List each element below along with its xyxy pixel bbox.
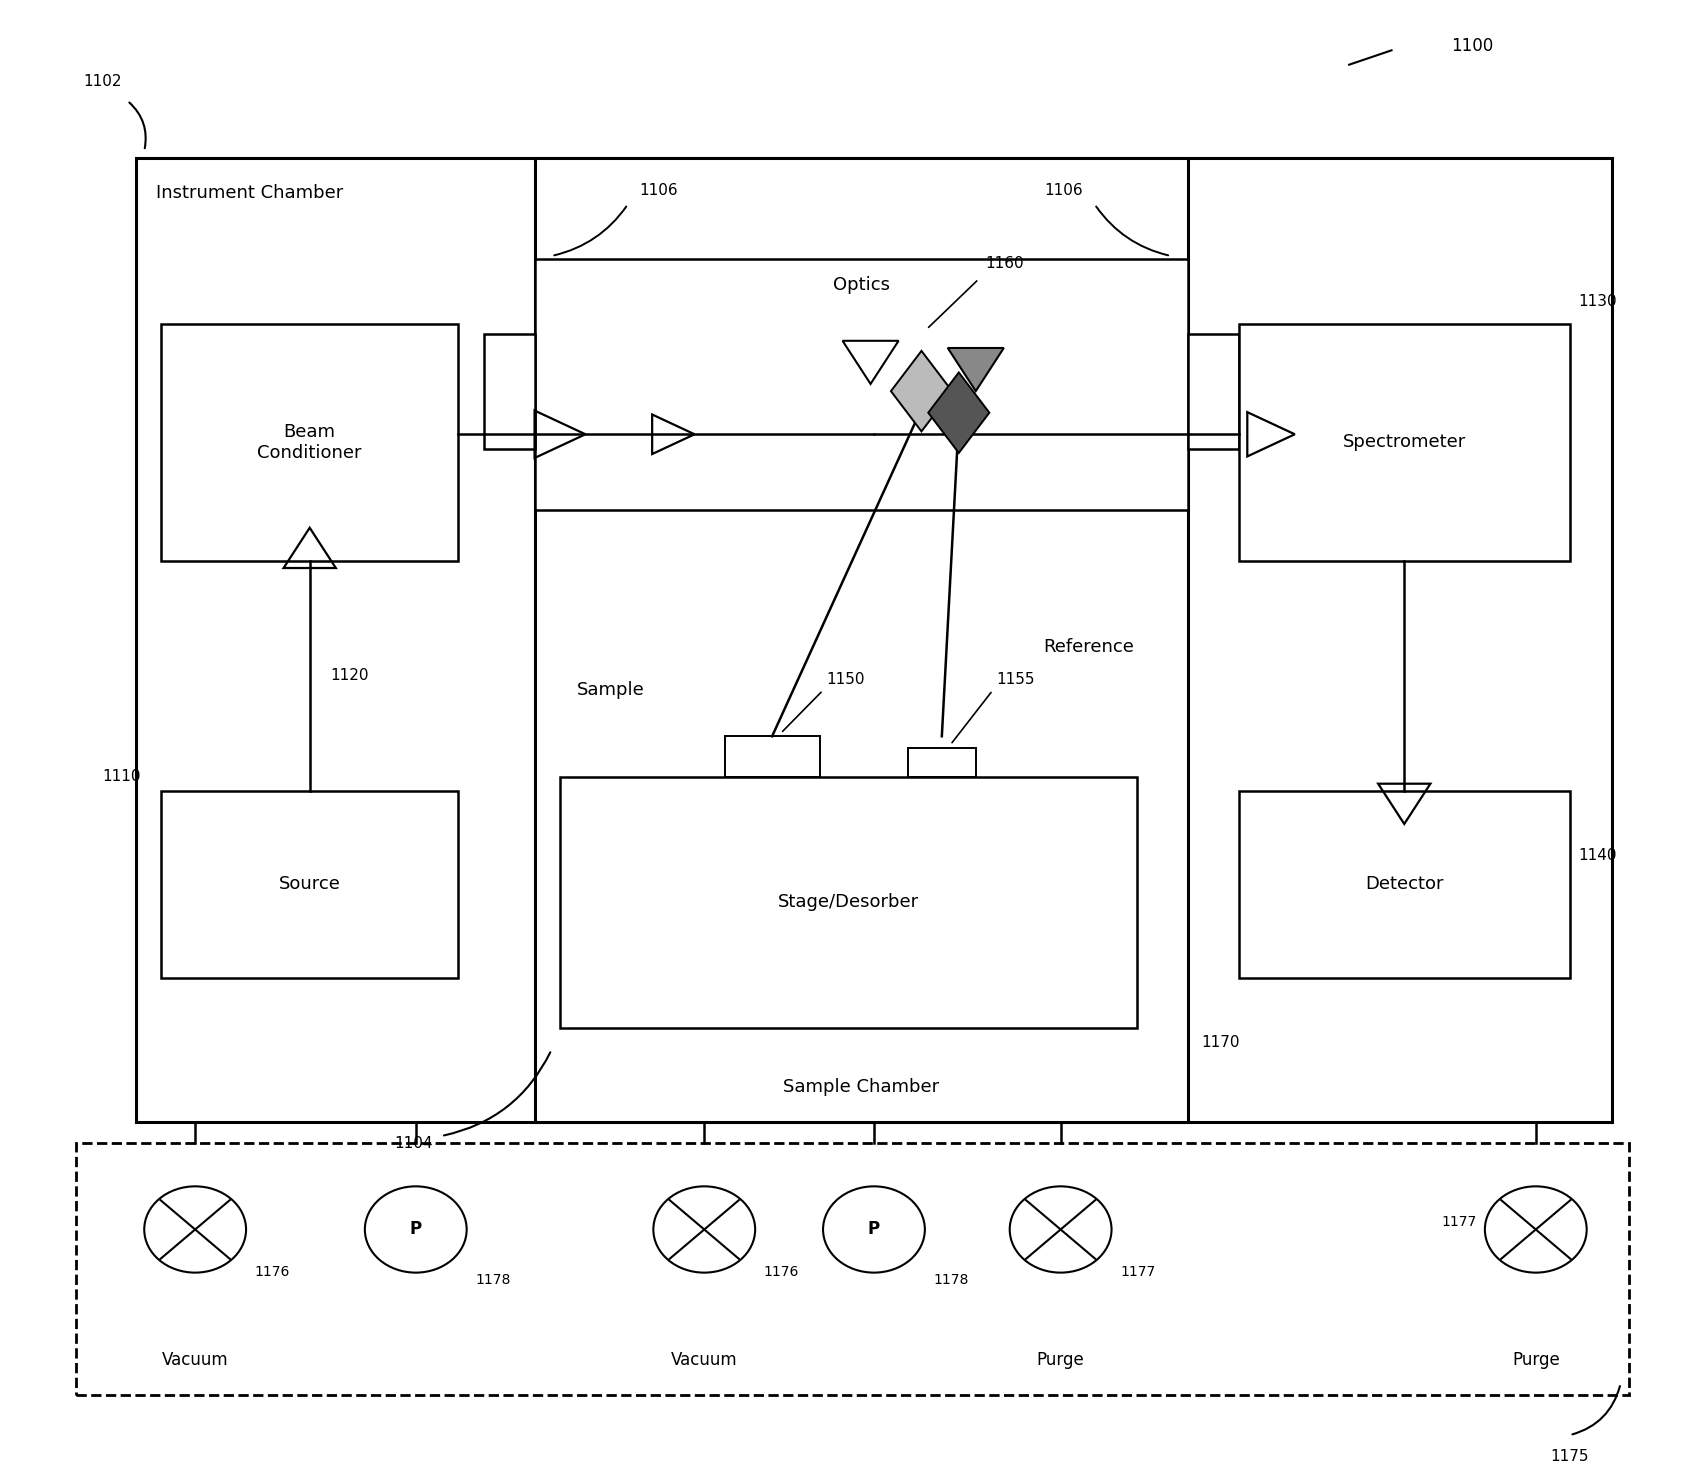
Text: 1110: 1110 (102, 769, 141, 784)
Text: Sample Chamber: Sample Chamber (782, 1077, 940, 1095)
Polygon shape (949, 348, 1005, 392)
Text: 1106: 1106 (640, 183, 679, 199)
Text: Vacuum: Vacuum (161, 1351, 229, 1368)
Text: Reference: Reference (1044, 637, 1135, 656)
Text: Beam
Conditioner: Beam Conditioner (258, 423, 361, 462)
Bar (1239, 323, 1570, 561)
Text: Stage/Desorber: Stage/Desorber (777, 893, 920, 911)
Text: Vacuum: Vacuum (670, 1351, 738, 1368)
Bar (161, 323, 458, 561)
Text: P: P (867, 1221, 881, 1238)
Polygon shape (928, 373, 989, 453)
Text: Spectrometer: Spectrometer (1342, 433, 1466, 452)
Text: 1177: 1177 (1441, 1215, 1476, 1230)
Text: 1178: 1178 (933, 1272, 969, 1287)
Text: Optics: Optics (833, 276, 889, 294)
Bar (161, 791, 458, 978)
Text: 1106: 1106 (1044, 183, 1083, 199)
Text: 1178: 1178 (475, 1272, 511, 1287)
Text: P: P (409, 1221, 423, 1238)
Text: Sample: Sample (577, 681, 645, 699)
Bar (908, 747, 976, 776)
Text: 1170: 1170 (1201, 1035, 1241, 1050)
Text: 1102: 1102 (83, 75, 122, 89)
Bar (76, 1143, 1629, 1395)
Bar (535, 158, 1188, 1121)
Bar (535, 259, 1188, 510)
Bar (484, 333, 535, 449)
Bar (560, 776, 1137, 1028)
Text: 1140: 1140 (1578, 848, 1617, 863)
Text: Instrument Chamber: Instrument Chamber (156, 184, 343, 202)
Text: 1130: 1130 (1578, 294, 1617, 308)
Text: 1120: 1120 (329, 668, 368, 683)
Text: Purge: Purge (1512, 1351, 1560, 1368)
Text: Purge: Purge (1037, 1351, 1084, 1368)
Text: 1150: 1150 (826, 673, 865, 687)
Text: Detector: Detector (1364, 876, 1444, 893)
Text: 1175: 1175 (1551, 1449, 1588, 1462)
Text: 1176: 1176 (255, 1266, 290, 1279)
Bar (1188, 333, 1239, 449)
Bar (136, 158, 1612, 1121)
Text: 1177: 1177 (1120, 1266, 1156, 1279)
Bar (725, 737, 820, 776)
Bar (1239, 791, 1570, 978)
Polygon shape (891, 351, 952, 431)
Text: 1100: 1100 (1451, 37, 1493, 56)
Text: 1155: 1155 (996, 673, 1035, 687)
Text: 1160: 1160 (986, 256, 1023, 272)
Text: 1104: 1104 (394, 1136, 433, 1151)
Text: Source: Source (278, 876, 341, 893)
Text: 1176: 1176 (764, 1266, 799, 1279)
